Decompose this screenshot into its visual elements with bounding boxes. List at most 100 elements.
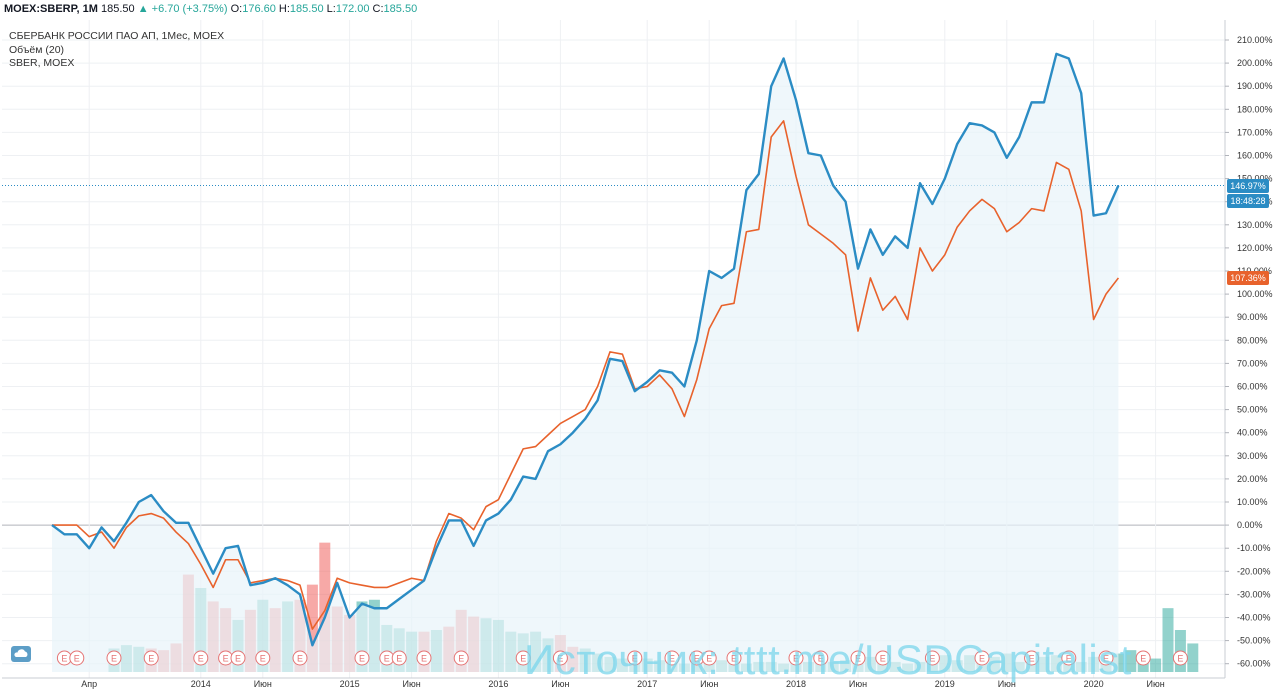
earnings-marker-label: E bbox=[1066, 654, 1072, 664]
area-fill bbox=[52, 53, 1119, 673]
earnings-marker[interactable] bbox=[701, 650, 717, 666]
earnings-marker[interactable] bbox=[255, 650, 271, 666]
earnings-marker[interactable] bbox=[726, 650, 742, 666]
x-axis[interactable]: Апр 2014 Июн 2015 Июн 2016 Июн 2017 Июн 2018 Июн 20… bbox=[2, 677, 1225, 689]
volume-bar bbox=[319, 542, 331, 672]
earnings-marker[interactable] bbox=[1172, 650, 1188, 666]
earnings-marker-label: E bbox=[557, 654, 563, 664]
x-tick-label: Июн bbox=[551, 679, 569, 689]
watermark: Источник: tttt.me/USDCapitalist bbox=[524, 636, 1132, 683]
earnings-marker[interactable] bbox=[416, 650, 432, 666]
earnings-marker[interactable] bbox=[1135, 650, 1151, 666]
earnings-marker[interactable] bbox=[552, 650, 568, 666]
legend-main-series[interactable]: СБЕРБАНК РОССИИ ПАО АП, 1Мес, MOEX bbox=[9, 30, 225, 42]
earnings-marker[interactable] bbox=[230, 650, 246, 666]
earnings-marker[interactable] bbox=[1061, 650, 1077, 666]
y-tick-label: 180.00% bbox=[1237, 104, 1273, 114]
earnings-marker[interactable] bbox=[850, 650, 866, 666]
earnings-marker-label: E bbox=[297, 654, 303, 664]
price-tag-sberp: 146.97% bbox=[1227, 178, 1269, 193]
legend-compare-series[interactable]: SBER, MOEX bbox=[9, 57, 75, 69]
x-tick-label: 2014 bbox=[191, 679, 211, 689]
y-tick-label: -50.00% bbox=[1237, 636, 1271, 646]
earnings-marker[interactable] bbox=[106, 650, 122, 666]
earnings-marker[interactable] bbox=[1098, 650, 1114, 666]
earnings-marker-label: E bbox=[384, 654, 390, 664]
cloud-icon[interactable] bbox=[11, 646, 31, 662]
earnings-marker-label: E bbox=[694, 654, 700, 664]
x-tick-label: Июн bbox=[700, 679, 718, 689]
earnings-marker[interactable] bbox=[1024, 650, 1040, 666]
y-tick-label: -20.00% bbox=[1237, 566, 1271, 576]
earnings-marker[interactable] bbox=[974, 650, 990, 666]
x-tick-label: 2017 bbox=[637, 679, 657, 689]
earnings-marker-label: E bbox=[1140, 654, 1146, 664]
y-tick-label: 190.00% bbox=[1237, 81, 1273, 91]
series-lines bbox=[51, 52, 1120, 647]
x-tick-label: 2018 bbox=[786, 679, 806, 689]
y-tick-label: 60.00% bbox=[1237, 382, 1268, 392]
symbol-name[interactable]: MOEX:SBERP, 1M bbox=[4, 3, 98, 15]
volume-bar bbox=[1162, 608, 1174, 672]
earnings-marker[interactable] bbox=[292, 650, 308, 666]
legend-volume[interactable]: Объём (20) bbox=[9, 44, 65, 56]
volume-bar bbox=[1187, 643, 1199, 672]
last-price: 185.50 bbox=[101, 3, 135, 15]
x-tick-label: Июн bbox=[254, 679, 272, 689]
earnings-marker-label: E bbox=[880, 654, 886, 664]
y-tick-label: 200.00% bbox=[1237, 58, 1273, 68]
y-tick-label: 20.00% bbox=[1237, 474, 1268, 484]
earnings-marker-label: E bbox=[359, 654, 365, 664]
up-arrow-icon: ▲ bbox=[137, 3, 149, 15]
earnings-marker[interactable] bbox=[813, 650, 829, 666]
sberp-area bbox=[52, 53, 1119, 673]
earnings-marker-label: E bbox=[706, 654, 712, 664]
earnings-marker[interactable] bbox=[875, 650, 891, 666]
earnings-marker-label: E bbox=[979, 654, 985, 664]
close-value: 185.50 bbox=[383, 3, 418, 15]
low-value: 172.00 bbox=[335, 3, 370, 15]
y-tick-label: 90.00% bbox=[1237, 312, 1268, 322]
earnings-marker-label: E bbox=[855, 654, 861, 664]
y-tick-label: 70.00% bbox=[1237, 358, 1268, 368]
earnings-marker-label: E bbox=[669, 654, 675, 664]
earnings-marker[interactable] bbox=[143, 650, 159, 666]
x-tick-label: Июн bbox=[402, 679, 420, 689]
x-tick-label: Июн bbox=[1146, 679, 1164, 689]
close-label: C: bbox=[372, 3, 384, 15]
earnings-marker[interactable] bbox=[788, 650, 804, 666]
y-tick-label: 100.00% bbox=[1237, 289, 1273, 299]
earnings-marker[interactable] bbox=[627, 650, 643, 666]
earnings-marker-label: E bbox=[1177, 654, 1183, 664]
earnings-marker[interactable] bbox=[515, 650, 531, 666]
volume-bar bbox=[1150, 658, 1162, 672]
earnings-marker[interactable] bbox=[453, 650, 469, 666]
x-tick-label: 2016 bbox=[488, 679, 508, 689]
open-value: 176.60 bbox=[242, 3, 276, 15]
earnings-marker-label: E bbox=[458, 654, 464, 664]
earnings-marker[interactable] bbox=[391, 650, 407, 666]
y-tick-label: 10.00% bbox=[1237, 497, 1268, 507]
earnings-marker-label: E bbox=[396, 654, 402, 664]
earnings-marker[interactable] bbox=[193, 650, 209, 666]
series-line-sber bbox=[52, 120, 1120, 630]
series-line-sberp bbox=[51, 52, 1120, 647]
earnings-marker[interactable] bbox=[924, 650, 940, 666]
y-tick-label: 30.00% bbox=[1237, 451, 1268, 461]
earnings-marker[interactable] bbox=[69, 650, 85, 666]
volume-bar bbox=[1125, 650, 1137, 672]
earnings-marker-label: E bbox=[260, 654, 266, 664]
earnings-marker-label: E bbox=[111, 654, 117, 664]
earnings-marker[interactable] bbox=[354, 650, 370, 666]
y-axis[interactable]: 210.00% 200.00% 190.00% 180.00% 170.00% 160.0… bbox=[1224, 20, 1273, 678]
y-tick-label: 160.00% bbox=[1237, 151, 1273, 161]
earnings-marker[interactable] bbox=[664, 650, 680, 666]
earnings-marker-label: E bbox=[74, 654, 80, 664]
earnings-marker-label: E bbox=[731, 654, 737, 664]
high-label: H: bbox=[278, 3, 290, 15]
countdown-tag: 18:48:28 bbox=[1227, 193, 1269, 208]
earnings-marker-label: E bbox=[1029, 654, 1035, 664]
y-tick-label: 120.00% bbox=[1237, 243, 1273, 253]
